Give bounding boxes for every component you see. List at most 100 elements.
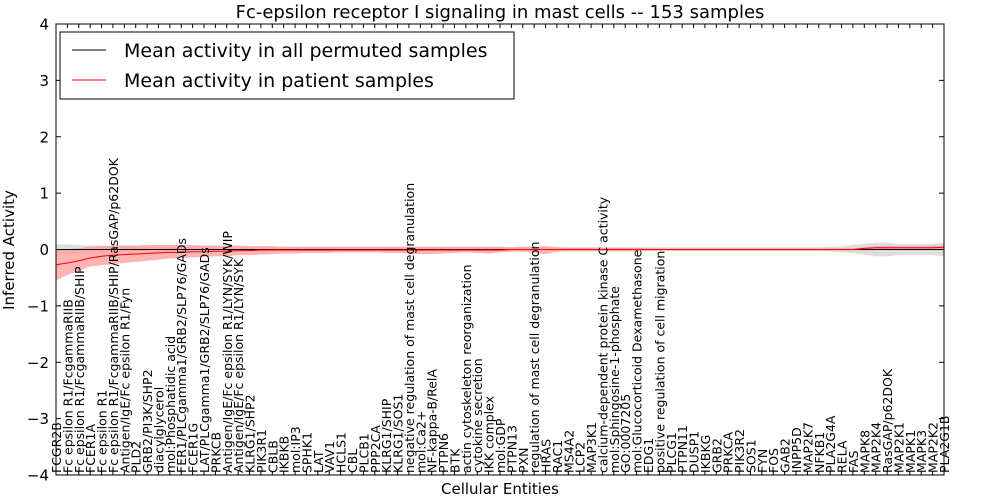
x-tick-label: NF-kappa-B/RelA [425,369,440,473]
x-tick-label: PLD2 [129,441,144,473]
x-tick-label: Antigen/IgE/Fc epsilon R1/Fyn [117,288,132,473]
x-tick-label: FER1/PLCgamma1/GRB2/SLP76/GADs [174,238,189,473]
x-tick-label: CBLB [265,440,280,473]
y-tick-label: −1 [27,297,49,315]
x-tick-label: FYN [755,449,770,473]
x-tick-label: PLCB1 [356,433,371,473]
x-tick-label: mol:GDP [493,418,508,473]
x-tick-label: GRB2 [709,438,724,473]
x-axis [55,24,945,475]
x-tick-label: DUSP1 [687,431,702,473]
patient-band [56,244,944,281]
x-tick-label: RAC1 [550,440,565,473]
x-tick-label: INPP5D [789,427,804,473]
x-tick-label: cytokine secretion [470,358,485,473]
legend-box [59,31,515,100]
x-tick-label: diacylglycerol [151,387,166,473]
x-tick-label: actin cytoskeleton reorganization [459,264,474,473]
x-tick-label: VAV1 [322,441,337,473]
x-tick-label: mol:Ca2+ [413,411,428,473]
x-tick-label: mol:Phosphatidic acid [163,336,178,473]
x-tick-label: KLRG1/SHIP [379,398,394,473]
y-axis-label: Inferred Activity [0,190,18,310]
x-tick-label: PLCG1 [664,432,679,473]
x-tick-label: Fc epsilon R1/FcgammaRIIB/SHIP [72,266,87,473]
x-tick-label: PLA2G4A [823,415,838,473]
x-tick-label: EDG1 [641,438,656,473]
x-tick-label: PLA2G1B [937,415,952,473]
x-tick-label: mol:Glucocorticoid Dexamethasone [630,249,645,473]
x-tick-label: PTPN11 [675,425,690,473]
x-tick-label: GO:0007205 [618,394,633,473]
legend-label-patient: Mean activity in patient samples [124,70,434,92]
x-tick-label: PTPN6 [436,433,451,473]
x-tick-label: RasGAP/p62DOK [880,368,895,473]
x-tick-label: MAP2K2 [926,422,941,473]
x-tick-label: KLRG1/SHP2 [243,394,258,473]
x-tick-label: FAS [846,450,861,473]
x-tick-label: LAT [311,450,326,473]
x-axis-label: Cellular Entities [441,480,559,498]
x-tick-label: PPP2CA [368,425,383,473]
x-tick-label: PTPN13 [504,425,519,473]
x-tick-label: KLRG1/SOS1 [391,394,406,473]
x-tick-label: MAP2K4 [869,422,884,473]
y-tick-label: −3 [27,410,49,428]
x-tick-label: calcium-dependent protein kinase C activ… [595,196,610,473]
x-tick-label: IKBKG [698,435,713,473]
x-tick-label: PXN [516,448,531,473]
x-tick-label: positive regulation of cell migration [652,251,667,473]
x-tick-label: mol:Sphingosine-1-phosphate [607,286,622,473]
x-tick-label: SOS1 [743,439,758,473]
x-tick-label: FOS [766,448,781,473]
y-tick-label: −4 [27,467,49,485]
chart-title: Fc-epsilon receptor I signaling in mast … [236,2,765,23]
y-tick-label: 1 [39,185,49,203]
y-tick-label: 2 [39,128,49,146]
x-tick-label: GAB2 [778,438,793,473]
x-tick-label: MAP2K7 [800,422,815,473]
y-tick-label: 4 [39,16,49,34]
x-tick-label: SPHK1 [299,432,314,473]
y-tick-label: 0 [39,241,49,259]
x-tick-label: HCLS1 [334,432,349,473]
x-tick-label: CBL [345,449,360,473]
x-tick-label: Fc epsilon R1/FcgammaRIIB [60,299,75,473]
x-tick-label: GRB2/PI3K/SHP2 [140,369,155,473]
x-tick-label: LCP2 [573,442,588,473]
x-tick-label: mol:IP3 [288,426,303,473]
x-tick-label: BTK [447,448,462,473]
x-tick-label: MAP2K1 [891,422,906,473]
x-tick-label: MS4A2 [561,430,576,473]
x-tick-label: FCGR2B [49,422,64,473]
x-tick-label: MAPK8 [857,430,872,473]
x-tick-label: RELA [835,440,850,473]
y-tick-label: 3 [39,72,49,90]
x-tick-label: LAT/PLCgamma1/GRB2/SLP76/GADs [197,247,212,473]
legend-label-permuted: Mean activity in all permuted samples [124,40,487,62]
x-tick-label: NFKB1 [812,432,827,473]
x-tick-label: Fc epsilon R1/FcgammaRIIB/SHIP/RasGAP/p6… [106,157,121,473]
x-tick-label: regulation of mast cell degranulation [527,242,542,473]
x-tick-label: PIK3R2 [732,429,747,473]
x-tick-label: FCER1A [83,424,98,473]
x-tick-label: PRKCB [208,432,223,473]
x-tick-label: Antigen/IgE/Fc epsilon R1/LYN/SYK/WIP [220,231,235,473]
x-tick-label: negative regulation of mast cell degranu… [402,183,417,473]
x-tick-label: IKK complex [482,396,497,473]
x-tick-label: MAPK3 [914,430,929,473]
x-tick-label: MAPK1 [903,430,918,473]
x-tick-label: HRAS [539,439,554,473]
x-tick-label: PIK3R1 [254,429,269,473]
x-tick-label: MAP3K1 [584,422,599,473]
patient-mean-line [55,246,945,266]
x-tick-label: Antigen/IgE/Fc epsilon R1/LYN/SYK [231,258,246,473]
x-tick-label: FCER1G [186,423,201,473]
legend: Mean activity in all permuted samples Me… [59,31,515,100]
series-lines [55,246,945,266]
y-tick-label: −2 [27,354,49,372]
x-tick-label: PRKCA [721,432,736,473]
y-axis: −4 −3 −2 −1 0 1 2 3 4 [27,16,944,485]
